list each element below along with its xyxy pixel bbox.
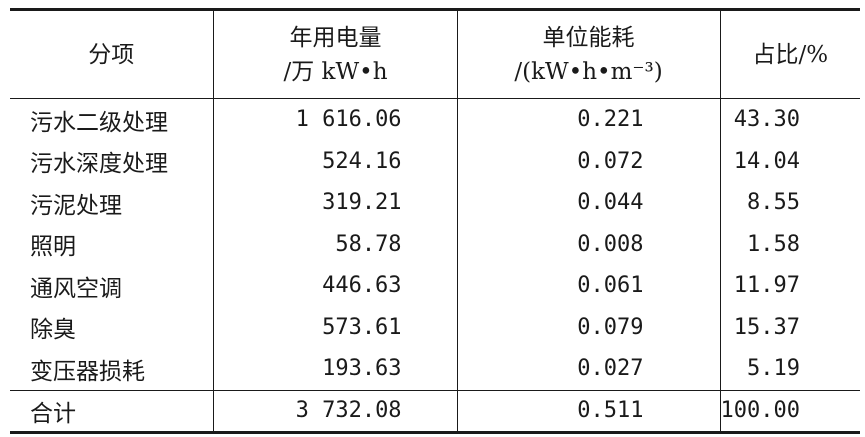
row-item: 照明	[30, 234, 76, 261]
row-item: 变压器损耗	[30, 358, 145, 385]
header-annual-power-title: 年用电量	[289, 24, 382, 51]
header-annual-power-unit: /万 kW•h	[283, 58, 388, 85]
row-annual-power: 524.16	[213, 140, 458, 182]
row-unit-energy: 0.008	[456, 223, 721, 265]
header-unit-energy-title: 单位能耗	[542, 24, 635, 51]
row-item: 污水深度处理	[30, 151, 168, 178]
row-unit-energy: 0.072	[456, 140, 721, 182]
table-row: 变压器损耗 193.63 0.027 5.19	[10, 348, 860, 390]
total-share: 100.00	[719, 390, 860, 432]
table-row: 污水深度处理 524.16 0.072 14.04	[10, 140, 860, 182]
row-annual-power: 319.21	[213, 182, 458, 224]
table-row: 照明 58.78 0.008 1.58	[10, 223, 860, 265]
row-item: 污水二级处理	[30, 109, 168, 136]
row-unit-energy: 0.027	[456, 348, 721, 390]
total-unit-energy: 0.511	[456, 390, 721, 432]
header-unit-energy-unit: /(kW•h•m⁻³)	[514, 58, 663, 85]
header-item: 分项	[88, 41, 135, 68]
row-unit-energy: 0.221	[456, 98, 721, 141]
energy-consumption-table: 分项 年用电量 /万 kW•h 单位能耗 /(kW•h•m⁻³) 占比/% 污水…	[10, 8, 860, 434]
row-share: 43.30	[719, 98, 860, 141]
row-share: 11.97	[719, 265, 860, 307]
row-annual-power: 193.63	[213, 348, 458, 390]
header-share: 占比/%	[719, 9, 860, 99]
row-annual-power: 58.78	[213, 223, 458, 265]
table-row: 通风空调 446.63 0.061 11.97	[10, 265, 860, 307]
header-unit-energy: 单位能耗 /(kW•h•m⁻³)	[456, 9, 721, 99]
row-share: 1.58	[719, 223, 860, 265]
row-unit-energy: 0.061	[456, 265, 721, 307]
row-unit-energy: 0.079	[456, 306, 721, 348]
total-row: 合计 3 732.08 0.511 100.00	[10, 390, 860, 432]
row-unit-energy: 0.044	[456, 182, 721, 224]
row-annual-power: 446.63	[213, 265, 458, 307]
row-annual-power: 1 616.06	[213, 98, 458, 141]
total-annual-power: 3 732.08	[213, 390, 458, 432]
table-row: 除臭 573.61 0.079 15.37	[10, 306, 860, 348]
row-item: 除臭	[30, 317, 76, 344]
row-share: 14.04	[719, 140, 860, 182]
row-item: 污泥处理	[30, 192, 122, 219]
row-share: 8.55	[719, 182, 860, 224]
row-share: 5.19	[719, 348, 860, 390]
row-item: 通风空调	[30, 275, 122, 302]
table-row: 污泥处理 319.21 0.044 8.55	[10, 182, 860, 224]
header-annual-power: 年用电量 /万 kW•h	[213, 9, 458, 99]
row-annual-power: 573.61	[213, 306, 458, 348]
header-row: 分项 年用电量 /万 kW•h 单位能耗 /(kW•h•m⁻³) 占比/%	[10, 9, 860, 99]
row-share: 15.37	[719, 306, 860, 348]
total-item: 合计	[30, 400, 76, 427]
table-row: 污水二级处理 1 616.06 0.221 43.30	[10, 98, 860, 141]
